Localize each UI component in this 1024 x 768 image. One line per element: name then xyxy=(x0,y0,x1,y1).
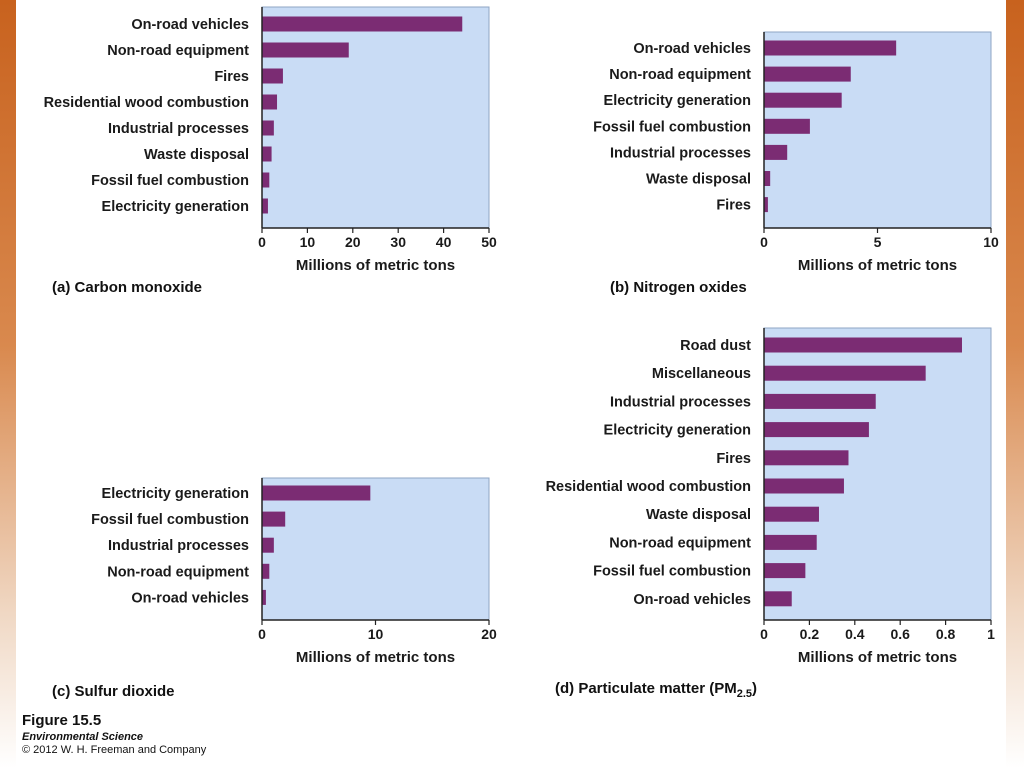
bar xyxy=(764,563,806,579)
figure-book-title: Environmental Science xyxy=(22,731,144,743)
category-label: Fires xyxy=(716,198,751,214)
caption-carbon-monoxide: (a) Carbon monoxide xyxy=(52,279,203,296)
x-tick-label: 0.2 xyxy=(800,626,820,642)
x-tick-label: 10 xyxy=(983,234,999,250)
x-tick-label: 20 xyxy=(481,626,497,642)
category-label: Industrial processes xyxy=(108,121,249,137)
x-tick-label: 10 xyxy=(368,626,384,642)
figure-credit: Figure 15.5 Environmental Science © 2012… xyxy=(22,712,206,756)
caption-sulfur-dioxide: (c) Sulfur dioxide xyxy=(52,683,175,700)
category-label: On-road vehicles xyxy=(131,590,249,606)
chart-panel-a: On-road vehicles Non-road equipment Fires R… xyxy=(44,6,497,274)
x-tick-label: 50 xyxy=(481,234,497,250)
category-label: Road dust xyxy=(680,338,751,354)
bar xyxy=(764,534,817,550)
bar xyxy=(764,66,851,82)
x-tick-label: 0 xyxy=(760,626,768,642)
x-axis-label: Millions of metric tons xyxy=(296,257,455,274)
left-decor-stripe xyxy=(0,0,16,768)
bar xyxy=(764,478,844,494)
category-label: Industrial processes xyxy=(610,145,751,161)
category-label: Fossil fuel combustion xyxy=(593,564,751,580)
bar xyxy=(262,589,266,605)
x-axis-label: Millions of metric tons xyxy=(798,257,957,274)
x-tick-label: 0.6 xyxy=(890,626,910,642)
category-label: Electricity generation xyxy=(102,486,249,502)
category-label: Industrial processes xyxy=(610,394,751,410)
category-label: Non-road equipment xyxy=(609,67,751,83)
bar xyxy=(262,42,349,58)
x-tick-label: 1 xyxy=(987,626,995,642)
category-label: Fossil fuel combustion xyxy=(91,173,249,189)
x-tick-label: 10 xyxy=(300,234,316,250)
bar xyxy=(262,563,270,579)
category-label: On-road vehicles xyxy=(131,17,249,33)
category-label: Residential wood combustion xyxy=(546,479,751,495)
category-label: Fires xyxy=(214,69,249,85)
x-axis-label: Millions of metric tons xyxy=(296,649,455,666)
category-label: Industrial processes xyxy=(108,538,249,554)
chart-panel-c: Electricity generation Fossil fuel combus… xyxy=(91,477,497,666)
bar xyxy=(262,120,274,136)
category-label: On-road vehicles xyxy=(633,592,751,608)
category-label: Fires xyxy=(716,451,751,467)
figure-copyright: © 2012 W. H. Freeman and Company xyxy=(22,744,207,756)
bar xyxy=(764,422,869,438)
x-tick-label: 30 xyxy=(390,234,406,250)
category-label: On-road vehicles xyxy=(633,41,751,57)
right-decor-stripe xyxy=(1006,0,1024,768)
x-tick-label: 0.8 xyxy=(936,626,956,642)
bar xyxy=(764,40,897,56)
bar xyxy=(764,118,810,134)
bar xyxy=(262,146,272,162)
x-tick-label: 40 xyxy=(436,234,452,250)
bar xyxy=(764,393,876,409)
bar xyxy=(262,198,268,214)
bar xyxy=(262,537,274,553)
bar xyxy=(764,450,849,466)
category-label: Non-road equipment xyxy=(107,43,249,59)
x-tick-label: 0.4 xyxy=(845,626,865,642)
bar xyxy=(764,144,788,160)
bar xyxy=(764,337,962,353)
chart-panel-d: Road dust Miscellaneous Industrial process… xyxy=(546,327,995,666)
x-tick-label: 20 xyxy=(345,234,361,250)
bar xyxy=(262,16,463,32)
x-tick-label: 5 xyxy=(874,234,882,250)
x-tick-label: 0 xyxy=(760,234,768,250)
figure-number: Figure 15.5 xyxy=(22,712,102,729)
caption-particulate-matter: (d) Particulate matter (PM2.5) xyxy=(555,680,758,700)
category-label: Electricity generation xyxy=(604,93,751,109)
bar xyxy=(764,197,768,213)
category-label: Fossil fuel combustion xyxy=(91,512,249,528)
category-label: Residential wood combustion xyxy=(44,95,249,111)
bar xyxy=(764,171,771,186)
bar xyxy=(764,506,819,522)
category-label: Waste disposal xyxy=(144,147,249,163)
category-label: Fossil fuel combustion xyxy=(593,119,751,135)
category-label: Miscellaneous xyxy=(652,366,751,382)
bar xyxy=(764,365,926,381)
bar xyxy=(764,591,792,607)
x-tick-label: 0 xyxy=(258,626,266,642)
category-label: Electricity generation xyxy=(604,423,751,439)
bar xyxy=(262,485,371,501)
bar xyxy=(262,172,270,188)
category-label: Non-road equipment xyxy=(107,564,249,580)
bar xyxy=(262,511,286,527)
bar xyxy=(262,94,278,110)
caption-nitrogen-oxides: (b) Nitrogen oxides xyxy=(610,279,747,296)
plot-area xyxy=(261,477,490,621)
bar xyxy=(764,92,842,108)
category-label: Waste disposal xyxy=(646,172,751,188)
x-tick-label: 0 xyxy=(258,234,266,250)
category-label: Waste disposal xyxy=(646,507,751,523)
x-axis-label: Millions of metric tons xyxy=(798,649,957,666)
plot-area xyxy=(261,6,490,229)
category-label: Electricity generation xyxy=(102,199,249,215)
category-label: Non-road equipment xyxy=(609,535,751,551)
bar xyxy=(262,68,283,84)
chart-panel-b: On-road vehicles Non-road equipment Electr… xyxy=(593,31,999,274)
